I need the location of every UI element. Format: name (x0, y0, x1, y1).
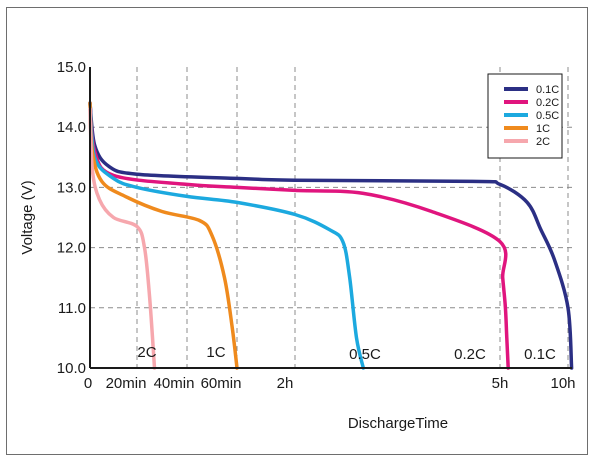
x-tick-label: 10h (550, 375, 575, 392)
x-axis-label: DischargeTime (348, 415, 448, 432)
y-tick-label: 15.0 (57, 59, 86, 76)
series-layer (88, 101, 574, 370)
x-tick-label: 0 (84, 375, 92, 392)
curve-end-label: 0.2C (454, 346, 486, 363)
end-labels: 0.1C 0.2C 0.5C 1C 2C (137, 344, 556, 363)
legend-label: 0.1C (536, 84, 559, 96)
curve-end-label: 0.5C (349, 346, 381, 363)
curve-end-label: 1C (206, 344, 225, 361)
y-axis-label: Voltage (V) (19, 180, 36, 254)
y-tick-label: 10.0 (57, 360, 86, 377)
series-line-2c (88, 107, 157, 370)
series-line-0-2c (88, 101, 510, 370)
series-line-0-1c (88, 101, 574, 370)
y-tick-label: 12.0 (57, 240, 86, 257)
series-line-1c (88, 101, 239, 370)
series-line-0-5c (88, 101, 366, 370)
x-tick-labels: 0 20min 40min 60min 2h 5h 10h (84, 375, 576, 392)
legend-label: 0.5C (536, 110, 559, 122)
y-tick-labels: 10.0 11.0 12.0 13.0 14.0 15.0 (57, 59, 86, 377)
legend-label: 2C (536, 136, 550, 148)
x-tick-label: 20min (106, 375, 147, 392)
y-tick-label: 11.0 (58, 300, 86, 317)
x-tick-label: 40min (154, 375, 195, 392)
legend-label: 1C (536, 123, 550, 135)
axes (89, 67, 572, 369)
curve-end-label: 2C (137, 344, 156, 361)
x-tick-label: 2h (277, 375, 294, 392)
x-tick-label: 5h (492, 375, 509, 392)
y-tick-label: 13.0 (57, 179, 86, 196)
y-tick-label: 14.0 (57, 119, 86, 136)
curve-end-label: 0.1C (524, 346, 556, 363)
x-tick-label: 60min (201, 375, 242, 392)
legend-label: 0.2C (536, 97, 559, 109)
